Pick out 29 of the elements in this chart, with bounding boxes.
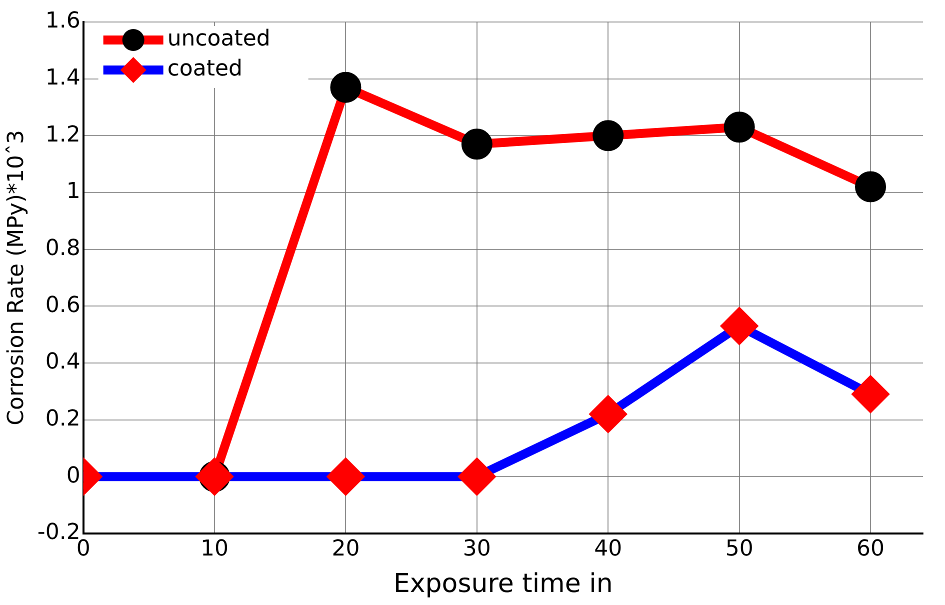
y-tick-label: 1.2 — [45, 122, 80, 148]
point — [330, 72, 362, 103]
legend-label: coated — [167, 56, 242, 82]
point — [724, 112, 755, 143]
x-tick-label: 40 — [594, 536, 622, 562]
y-tick-label: 1.4 — [45, 66, 80, 91]
point — [855, 171, 886, 202]
point — [459, 459, 494, 494]
y-tick-label: 0.4 — [45, 350, 80, 375]
point — [590, 396, 626, 432]
x-tick-label: 10 — [200, 536, 229, 562]
y-tick-label: 0 — [66, 463, 80, 488]
x-tick-label: 20 — [332, 536, 360, 562]
y-tick-label: 0.6 — [45, 292, 80, 318]
legend-label: uncoated — [167, 26, 270, 52]
y-tick-label: 0.2 — [45, 406, 80, 432]
x-tick-label: 30 — [462, 536, 491, 562]
point — [328, 459, 364, 494]
point — [722, 308, 757, 344]
x-tick-label: 60 — [856, 536, 885, 562]
y-tick-label: 0.8 — [45, 236, 80, 262]
x-tick-label: 50 — [725, 536, 754, 562]
point — [592, 120, 624, 152]
x-axis-title: Exposure time in — [393, 569, 613, 600]
point — [853, 376, 888, 412]
y-tick-label: 1.6 — [45, 8, 80, 34]
y-axis-title: Corrosion Rate (MPy)*10ˆ3 — [4, 130, 29, 426]
y-tick-label: 1 — [66, 179, 80, 204]
point — [461, 128, 492, 160]
